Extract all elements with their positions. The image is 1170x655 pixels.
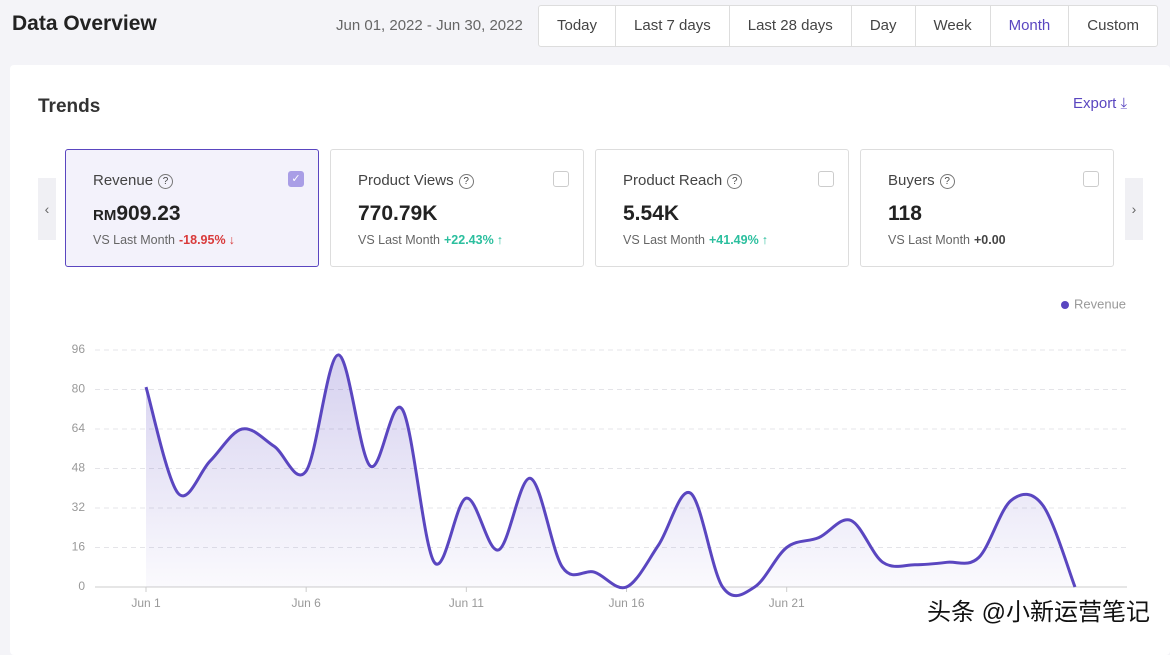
- y-tick-label: 16: [72, 540, 86, 554]
- date-range: Jun 01, 2022 - Jun 30, 2022: [336, 17, 523, 34]
- y-tick-label: 80: [72, 382, 86, 396]
- card-value: 118: [888, 202, 922, 226]
- area: [146, 354, 1075, 596]
- checkbox[interactable]: [553, 171, 569, 187]
- prev-button[interactable]: ‹: [38, 178, 56, 240]
- download-icon: ⤓: [1120, 95, 1128, 112]
- legend-marker: [1061, 301, 1069, 309]
- trend-arrow: ↑: [496, 233, 503, 247]
- card-value: 5.54K: [623, 202, 679, 226]
- card-compare: VS Last Month +0.00: [888, 233, 1006, 247]
- y-tick-label: 64: [72, 421, 86, 435]
- compare-label: VS Last Month: [358, 233, 440, 247]
- checkbox[interactable]: [1083, 171, 1099, 187]
- next-button[interactable]: ›: [1125, 178, 1143, 240]
- card-label: Revenue?: [93, 172, 174, 189]
- tab[interactable]: Day: [850, 6, 915, 46]
- card-value-text: 5.54K: [623, 202, 680, 225]
- export-label: Export: [1073, 95, 1117, 112]
- card-label-text: Product Views: [358, 172, 454, 189]
- trend-arrow: ↑: [761, 233, 768, 247]
- card-label-text: Buyers: [888, 172, 935, 189]
- tab-bar: Today Last 7 days Last 28 days Day Week Month…: [538, 5, 1158, 47]
- export-button[interactable]: Export ⤓: [1073, 95, 1127, 112]
- help-icon: ?: [158, 174, 174, 189]
- metric-card[interactable]: Product Reach? 5.54K VS Last Month +41.49% ↑: [595, 149, 849, 267]
- checkbox[interactable]: ✓: [288, 171, 304, 187]
- y-tick-label: 32: [72, 500, 86, 514]
- page-title: Data Overview: [12, 12, 157, 35]
- card-label: Product Reach?: [623, 172, 743, 189]
- change: +22.43%: [444, 233, 494, 247]
- card-value: RM909.23: [93, 202, 181, 226]
- tab[interactable]: Last 28 days: [728, 6, 851, 46]
- legend-label: Revenue: [1074, 296, 1126, 311]
- panel-title: Trends: [38, 96, 101, 117]
- checkbox[interactable]: [818, 171, 834, 187]
- line: [144, 353, 1077, 598]
- metric-card[interactable]: Product Views? 770.79K VS Last Month +22.43…: [330, 149, 584, 267]
- x-tick-label: Jun 11: [449, 596, 484, 610]
- metric-card[interactable]: Buyers? 118 VS Last Month +0.00: [860, 149, 1114, 267]
- compare-label: VS Last Month: [93, 233, 175, 247]
- card-compare: VS Last Month +41.49% ↑: [623, 233, 768, 247]
- card-label: Product Views?: [358, 172, 474, 189]
- change: +41.49%: [709, 233, 759, 247]
- help-icon: ?: [727, 174, 743, 189]
- help-icon: ?: [458, 174, 474, 189]
- compare-label: VS Last Month: [888, 233, 970, 247]
- metric-card[interactable]: Revenue? RM909.23 VS Last Month -18.95% ↓ ✓: [65, 149, 319, 267]
- x-tick-label: Jun 6: [291, 596, 321, 610]
- card-compare: VS Last Month -18.95% ↓: [93, 233, 235, 247]
- card-label: Buyers?: [888, 172, 955, 189]
- x-tick-label: Jun 21: [769, 596, 805, 610]
- card-value-text: 909.23: [116, 202, 181, 225]
- card-value: 770.79K: [358, 202, 437, 226]
- currency: RM: [93, 207, 117, 224]
- watermark: 头条 @小新运营笔记: [926, 599, 1150, 626]
- tab[interactable]: Last 7 days: [615, 6, 729, 46]
- y-tick-label: 0: [78, 579, 85, 593]
- tab[interactable]: Today: [557, 17, 598, 34]
- x-tick-label: Jun 16: [609, 596, 645, 610]
- change: -18.95%: [179, 233, 226, 247]
- card-compare: VS Last Month +22.43% ↑: [358, 233, 503, 247]
- card-value-text: 770.79K: [358, 202, 438, 225]
- help-icon: ?: [939, 174, 955, 189]
- tab[interactable]: Week: [914, 6, 990, 46]
- y-tick-label: 96: [72, 342, 86, 356]
- tab[interactable]: Month: [989, 6, 1069, 46]
- card-value-text: 118: [888, 202, 922, 225]
- change: +0.00: [974, 233, 1006, 247]
- compare-label: VS Last Month: [623, 233, 705, 247]
- y-tick-label: 48: [72, 461, 86, 475]
- trend-arrow: ↓: [228, 233, 235, 247]
- x-tick-label: Jun 1: [131, 596, 161, 610]
- tab[interactable]: Custom: [1068, 6, 1157, 46]
- card-label-text: Product Reach: [623, 172, 723, 189]
- card-label-text: Revenue: [93, 172, 154, 189]
